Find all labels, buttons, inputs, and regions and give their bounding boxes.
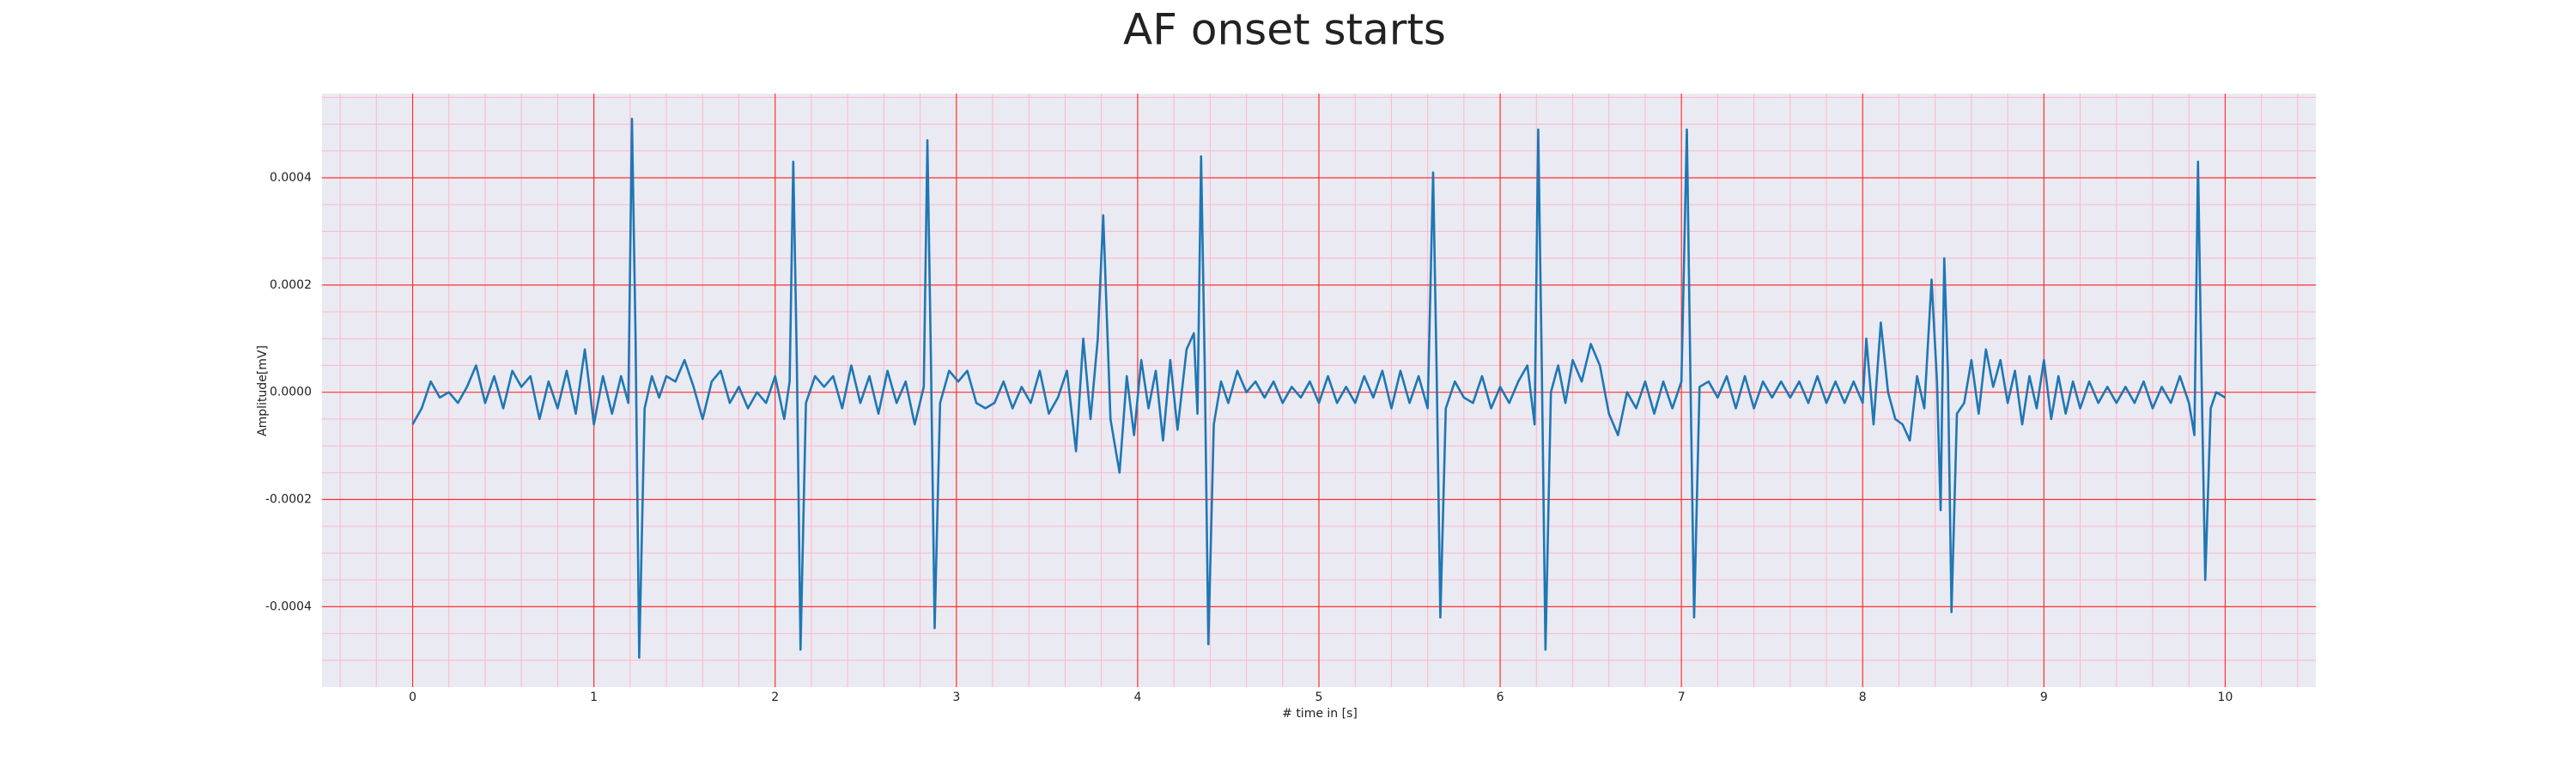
y-tick-label: 0.0004	[270, 171, 312, 185]
chart-title: AF onset starts	[1123, 5, 1446, 55]
y-tick-label: 0.0000	[270, 386, 312, 399]
x-tick-label: 10	[2218, 691, 2233, 704]
x-tick-label: 4	[1133, 691, 1141, 704]
y-axis-label: Amplitude[mV]	[256, 345, 270, 436]
signal-line	[411, 118, 2227, 659]
x-tick-label: 6	[1497, 691, 1504, 704]
x-tick-label: 2	[771, 691, 779, 704]
y-tick-label: -0.0004	[265, 600, 312, 613]
y-tick-label: 0.0002	[270, 278, 312, 292]
x-tick-label: 3	[952, 691, 960, 704]
x-tick-label: 0	[409, 691, 416, 704]
x-tick-label: 8	[1859, 691, 1867, 704]
x-tick-label: 9	[2040, 691, 2048, 704]
x-tick-label: 7	[1678, 691, 1686, 704]
x-tick-label: 1	[590, 691, 598, 704]
x-tick-label: 5	[1315, 691, 1323, 704]
x-axis-label: # time in [s]	[1282, 707, 1358, 721]
y-tick-label: -0.0002	[265, 493, 312, 507]
